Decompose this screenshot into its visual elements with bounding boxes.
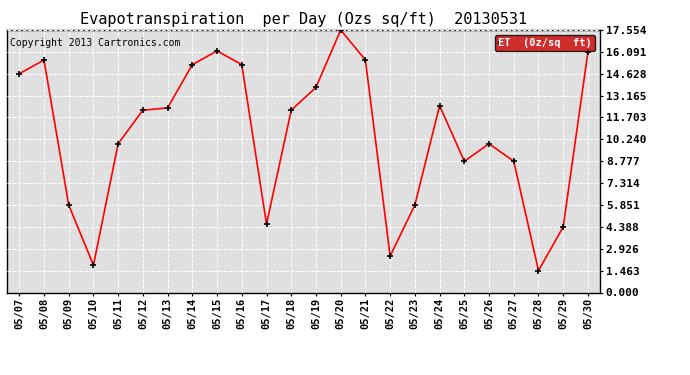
Title: Evapotranspiration  per Day (Ozs sq/ft)  20130531: Evapotranspiration per Day (Ozs sq/ft) 2… xyxy=(80,12,527,27)
Text: Copyright 2013 Cartronics.com: Copyright 2013 Cartronics.com xyxy=(10,38,180,48)
Legend: ET  (0z/sq  ft): ET (0z/sq ft) xyxy=(495,35,595,51)
